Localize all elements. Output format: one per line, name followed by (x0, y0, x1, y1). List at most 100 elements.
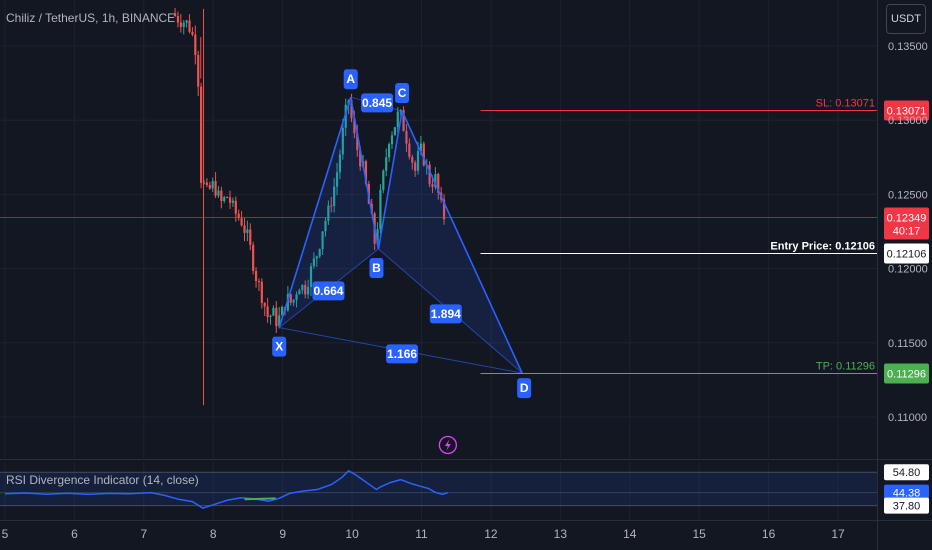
candle-body (385, 157, 388, 171)
bar-countdown: 40:17 (893, 226, 921, 238)
pattern-leg-ab (349, 97, 380, 250)
candle-body (364, 161, 368, 184)
point-label-b-bg (369, 258, 384, 279)
ratio-label-x-b-text: 0.664 (313, 284, 343, 298)
axis-tag-text-tp: 0.11296 (887, 369, 926, 381)
candle-body (379, 189, 382, 230)
point-label-a-text: A (346, 72, 355, 86)
candle-body (405, 131, 408, 144)
candle-body (333, 186, 336, 207)
candle-body (411, 156, 414, 163)
rsi-band (0, 472, 877, 506)
trade-levels: SL: 0.13071 Entry Price: 0.12106 TP: 0.112… (0, 98, 877, 374)
price-tick-label: 0.11000 (888, 412, 927, 424)
axis-tag-sl (884, 100, 929, 121)
candle-body (231, 200, 235, 203)
candle-body (208, 184, 211, 189)
time-tick-label: 6 (71, 527, 78, 541)
rsi-divergence-line (244, 497, 276, 501)
candle-body (252, 244, 255, 271)
time-tick-label: 9 (279, 527, 286, 541)
candle-body (179, 22, 182, 27)
time-tick-label: 7 (140, 527, 147, 541)
candle-body (205, 182, 208, 185)
candle-body (249, 229, 252, 245)
time-tick-label: 8 (210, 527, 217, 541)
candle-body (382, 170, 385, 190)
candle-body (335, 172, 339, 187)
candle-body (260, 281, 263, 303)
time-tick-label: 14 (623, 527, 637, 541)
harmonic-pattern[interactable]: X A B C D 0.664 0.845 1.894 1.166 (272, 69, 532, 399)
candle-body (217, 190, 220, 196)
point-label-a-bg (343, 69, 358, 90)
point-label-x[interactable]: X (272, 336, 287, 357)
ratio-label-b-d[interactable]: 1.894 (429, 304, 462, 324)
candle-body (376, 229, 379, 244)
candle-body (341, 127, 344, 155)
time-tick-label: 5 (2, 527, 9, 541)
candle-body (408, 143, 411, 157)
candle-body (338, 154, 342, 173)
alert-marker[interactable] (438, 435, 458, 455)
time-tick-label: 16 (762, 527, 776, 541)
rsi-line (4, 469, 449, 509)
price-tick-label: 0.13000 (888, 115, 928, 127)
current-price-tag (884, 207, 929, 240)
ratio-label-a-c-text: 0.845 (362, 96, 392, 110)
currency-button[interactable]: USDT (886, 4, 926, 34)
price-tick-label: 0.13500 (888, 41, 928, 53)
candle-body (307, 287, 310, 295)
candle-body (197, 55, 200, 87)
candle-body (228, 197, 232, 203)
lightning-icon-ring (438, 435, 458, 455)
time-tick-label: 15 (692, 527, 706, 541)
rsi-tick-label: 54.80 (893, 467, 921, 479)
time-axis[interactable]: 5 6 7 8 9 10 11 12 13 14 15 16 17 (2, 527, 845, 541)
price-axis[interactable]: 0.13071 0.12106 0.11296 0.11000 0.11500 0.120… (884, 41, 929, 424)
ratio-label-x-d[interactable]: 1.166 (386, 344, 419, 364)
candle-body (442, 199, 446, 220)
candle-body (240, 218, 243, 226)
time-tick-label: 12 (484, 527, 498, 541)
point-label-d-bg (517, 378, 532, 399)
ratio-label-a-c-bg (361, 93, 394, 113)
candle-body (223, 197, 226, 202)
time-tick-label: 13 (554, 527, 568, 541)
candle-body (254, 270, 258, 282)
candle-body (428, 164, 431, 185)
point-label-a[interactable]: A (343, 69, 358, 90)
point-label-d[interactable]: D (517, 378, 532, 399)
ratio-label-x-b[interactable]: 0.664 (312, 281, 345, 301)
point-label-d-text: D (520, 381, 529, 395)
candle-body (237, 213, 240, 219)
candle-body (185, 20, 188, 23)
price-tick-label: 0.12500 (888, 189, 928, 201)
ratio-label-x-d-text: 1.166 (387, 347, 417, 361)
candle-body (266, 306, 269, 317)
candle-body (295, 294, 298, 300)
point-label-c[interactable]: C (395, 82, 410, 103)
candle-body (272, 307, 275, 316)
candle-body (194, 34, 197, 56)
point-label-b[interactable]: B (369, 258, 384, 279)
candle-body (309, 266, 313, 288)
point-label-c-text: C (398, 86, 407, 100)
point-label-c-bg (395, 82, 410, 103)
candle-body (246, 229, 249, 233)
candle-body (388, 144, 391, 158)
candle-body (330, 205, 333, 207)
rsi-tick-label: 44.38 (893, 488, 921, 500)
candle-body (402, 109, 405, 132)
level-label-sl: SL: 0.13071 (816, 98, 875, 110)
point-label-b-text: B (372, 261, 381, 275)
ratio-label-a-c[interactable]: 0.845 (361, 93, 394, 113)
candle-body (315, 256, 318, 259)
candle-body (214, 181, 217, 196)
candle-body (298, 290, 301, 295)
pattern-triangle-bcd (378, 110, 523, 374)
